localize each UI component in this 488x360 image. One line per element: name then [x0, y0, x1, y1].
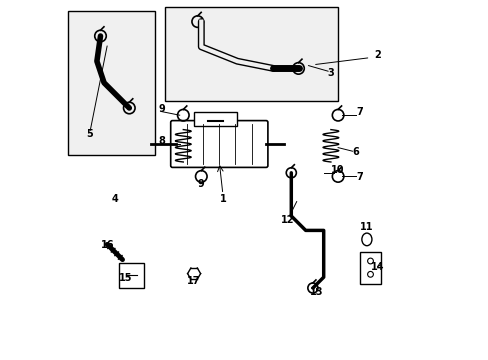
- Text: 14: 14: [370, 262, 384, 272]
- FancyBboxPatch shape: [165, 7, 337, 101]
- Text: 6: 6: [352, 147, 359, 157]
- Ellipse shape: [361, 233, 371, 246]
- FancyBboxPatch shape: [194, 112, 237, 126]
- Text: 7: 7: [356, 172, 362, 182]
- Circle shape: [367, 271, 373, 277]
- Text: 11: 11: [360, 222, 373, 233]
- Text: 12: 12: [281, 215, 294, 225]
- Text: 10: 10: [331, 165, 344, 175]
- Text: 1: 1: [219, 194, 226, 204]
- Text: 2: 2: [373, 50, 380, 60]
- Text: 9: 9: [158, 104, 165, 114]
- Text: 4: 4: [111, 194, 118, 204]
- Text: 17: 17: [187, 276, 201, 287]
- Text: 13: 13: [309, 287, 323, 297]
- Text: 16: 16: [101, 240, 114, 251]
- Text: 9: 9: [198, 179, 204, 189]
- Circle shape: [367, 258, 373, 264]
- FancyBboxPatch shape: [359, 252, 381, 284]
- Text: 8: 8: [158, 136, 165, 146]
- FancyBboxPatch shape: [170, 121, 267, 167]
- Text: 5: 5: [86, 129, 93, 139]
- Text: 15: 15: [119, 273, 132, 283]
- FancyBboxPatch shape: [118, 263, 143, 288]
- Text: 3: 3: [327, 68, 334, 78]
- Text: 7: 7: [356, 107, 362, 117]
- FancyBboxPatch shape: [68, 11, 154, 155]
